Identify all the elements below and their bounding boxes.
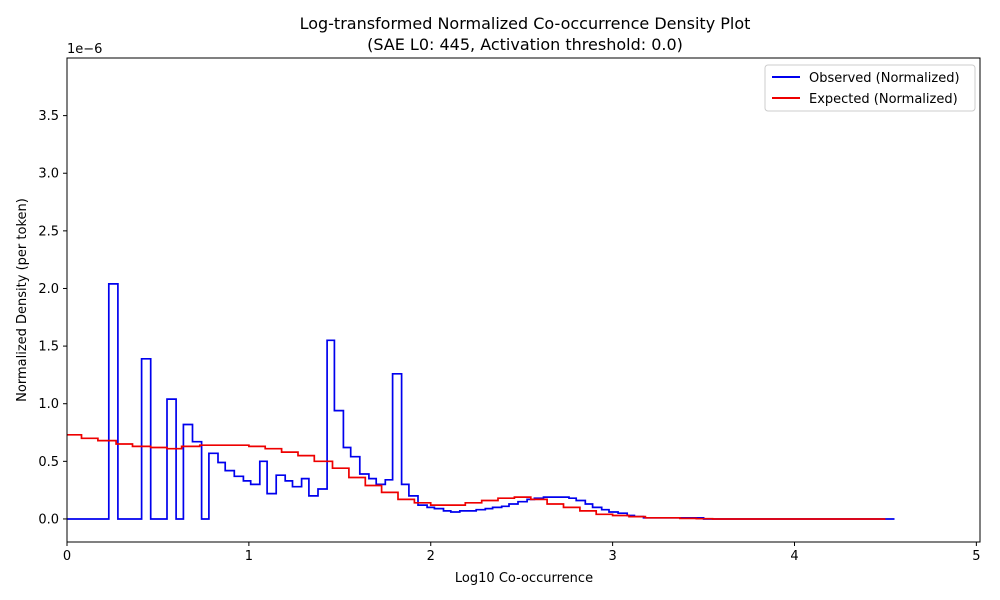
y-tick-label: 1.5 — [38, 340, 59, 355]
y-tick-label: 2.5 — [38, 224, 59, 239]
legend-frame — [764, 64, 976, 112]
legend: Observed (Normalized) Expected (Normaliz… — [764, 64, 976, 112]
y-tick-label: 0.0 — [38, 512, 59, 527]
x-axis-label: Log10 Co-occurrence — [455, 571, 593, 586]
series-line-expected — [67, 433, 886, 520]
x-tick-label: 5 — [972, 549, 980, 564]
x-tick-label: 0 — [63, 549, 71, 564]
x-tick-label: 2 — [427, 549, 435, 564]
plot-frame — [66, 57, 981, 543]
y-tick-label: 0.5 — [38, 455, 59, 470]
x-tick-label: 1 — [245, 549, 253, 564]
y-axis-label: Normalized Density (per token) — [15, 198, 30, 402]
y-tick-label: 3.5 — [38, 109, 59, 124]
legend-label-observed: Observed (Normalized) — [809, 71, 960, 86]
plot-area: 0 1 2 3 4 5 0.0 0.5 1.0 1.5 2.0 2.5 3.0 3.5 — [38, 57, 981, 564]
chart-title: Log-transformed Normalized Co-occurrence… — [300, 14, 751, 33]
x-tick-label: 4 — [790, 549, 798, 564]
y-tick-label: 1.0 — [38, 397, 59, 412]
legend-label-expected: Expected (Normalized) — [809, 92, 958, 107]
chart-subtitle: (SAE L0: 445, Activation threshold: 0.0) — [367, 35, 683, 54]
y-tick-label: 3.0 — [38, 167, 59, 182]
y-tick-label: 2.0 — [38, 282, 59, 297]
x-tick-label: 3 — [608, 549, 616, 564]
series-line-observed — [67, 283, 895, 520]
y-scale-label: 1e−6 — [67, 42, 102, 57]
